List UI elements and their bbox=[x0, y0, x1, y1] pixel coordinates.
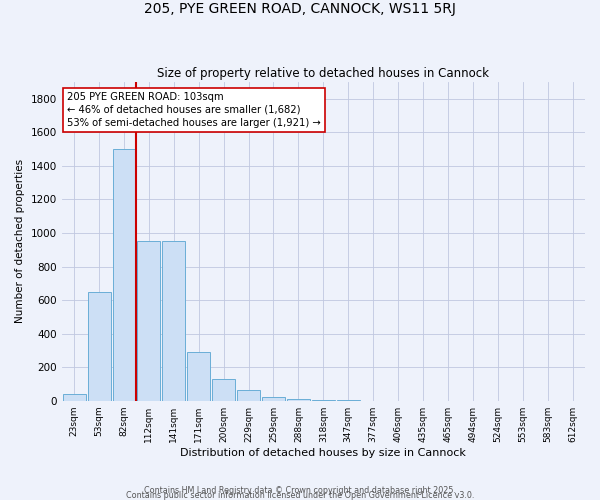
Y-axis label: Number of detached properties: Number of detached properties bbox=[15, 160, 25, 324]
Bar bbox=[287, 399, 310, 400]
Bar bbox=[113, 149, 136, 401]
Text: 205 PYE GREEN ROAD: 103sqm
← 46% of detached houses are smaller (1,682)
53% of s: 205 PYE GREEN ROAD: 103sqm ← 46% of deta… bbox=[67, 92, 320, 128]
Bar bbox=[212, 379, 235, 400]
Bar bbox=[163, 242, 185, 400]
Bar bbox=[187, 352, 210, 401]
Bar bbox=[137, 242, 160, 400]
Bar bbox=[88, 292, 110, 401]
X-axis label: Distribution of detached houses by size in Cannock: Distribution of detached houses by size … bbox=[181, 448, 466, 458]
Bar bbox=[262, 396, 285, 400]
Title: Size of property relative to detached houses in Cannock: Size of property relative to detached ho… bbox=[157, 66, 490, 80]
Text: Contains public sector information licensed under the Open Government Licence v3: Contains public sector information licen… bbox=[126, 490, 474, 500]
Bar bbox=[237, 390, 260, 400]
Text: 205, PYE GREEN ROAD, CANNOCK, WS11 5RJ: 205, PYE GREEN ROAD, CANNOCK, WS11 5RJ bbox=[144, 2, 456, 16]
Bar bbox=[62, 394, 86, 400]
Text: Contains HM Land Registry data © Crown copyright and database right 2025.: Contains HM Land Registry data © Crown c… bbox=[144, 486, 456, 495]
